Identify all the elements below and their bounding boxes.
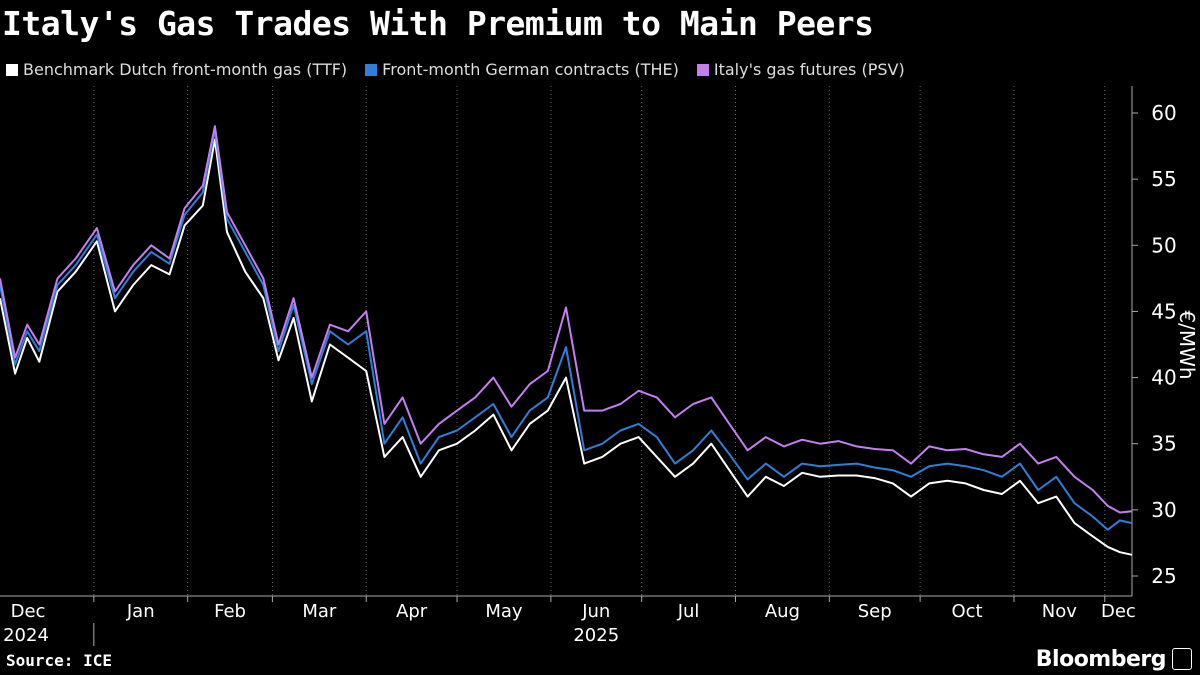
legend-item-psv: Italy's gas futures (PSV): [696, 60, 905, 79]
legend-swatch-ttf: [6, 63, 18, 76]
x-year-label: 2024: [3, 625, 49, 646]
bloomberg-terminal-icon: [1172, 648, 1192, 670]
y-tick-label: 30: [1151, 498, 1176, 522]
y-tick-label: 40: [1151, 366, 1176, 390]
series-line-1: [0, 129, 1133, 531]
legend-label-ttf: Benchmark Dutch front-month gas (TTF): [23, 60, 348, 79]
x-tick-label: Jan: [126, 601, 155, 622]
x-tick-label: Dec: [1101, 601, 1136, 622]
y-tick-label: 35: [1151, 432, 1176, 456]
y-tick-label: 45: [1151, 299, 1176, 323]
legend-item-ttf: Benchmark Dutch front-month gas (TTF): [6, 60, 347, 79]
x-tick-label: Feb: [214, 601, 246, 622]
bloomberg-logo: Bloomberg: [1035, 647, 1167, 672]
x-tick-label: Jun: [581, 601, 610, 622]
x-tick-label: Oct: [951, 601, 982, 622]
chart-title: Italy's Gas Trades With Premium to Main …: [2, 4, 874, 43]
x-tick-label: Sep: [858, 601, 892, 622]
y-axis: 25 30 35 40 45 50 55 60: [1131, 86, 1177, 596]
x-tick-label: May: [485, 601, 523, 622]
legend-swatch-psv: [696, 63, 709, 76]
x-tick-label: Mar: [302, 601, 337, 622]
x-tick-label: Apr: [396, 601, 428, 622]
series-lines: [0, 125, 1133, 556]
y-axis-label: €/MWh: [1175, 310, 1199, 379]
legend-label-psv: Italy's gas futures (PSV): [713, 60, 905, 79]
x-tick-label: Dec: [11, 601, 46, 622]
source-note: Source: ICE: [6, 651, 112, 670]
legend-item-the: Front-month German contracts (THE): [365, 60, 679, 79]
x-tick-label: Jul: [677, 601, 700, 622]
y-tick-label: 55: [1151, 167, 1176, 191]
y-tick-label: 50: [1151, 233, 1176, 257]
y-tick-label: 25: [1151, 564, 1176, 588]
legend-label-the: Front-month German contracts (THE): [382, 60, 679, 79]
x-year-label: 2025: [573, 625, 619, 646]
series-line-0: [0, 138, 1133, 556]
x-axis: Dec 2024 Jan Feb Mar Apr May Jun 2025 Jul Aug Sep Oc…: [0, 595, 1136, 646]
series-line-2: [0, 125, 1133, 514]
x-tick-label: Nov: [1042, 601, 1077, 622]
x-tick-label: Aug: [765, 601, 800, 622]
grid-lines: [93, 86, 1106, 596]
y-tick-label: 60: [1151, 101, 1176, 125]
legend-swatch-the: [365, 63, 378, 76]
legend: Benchmark Dutch front-month gas (TTF) Fr…: [6, 60, 905, 79]
